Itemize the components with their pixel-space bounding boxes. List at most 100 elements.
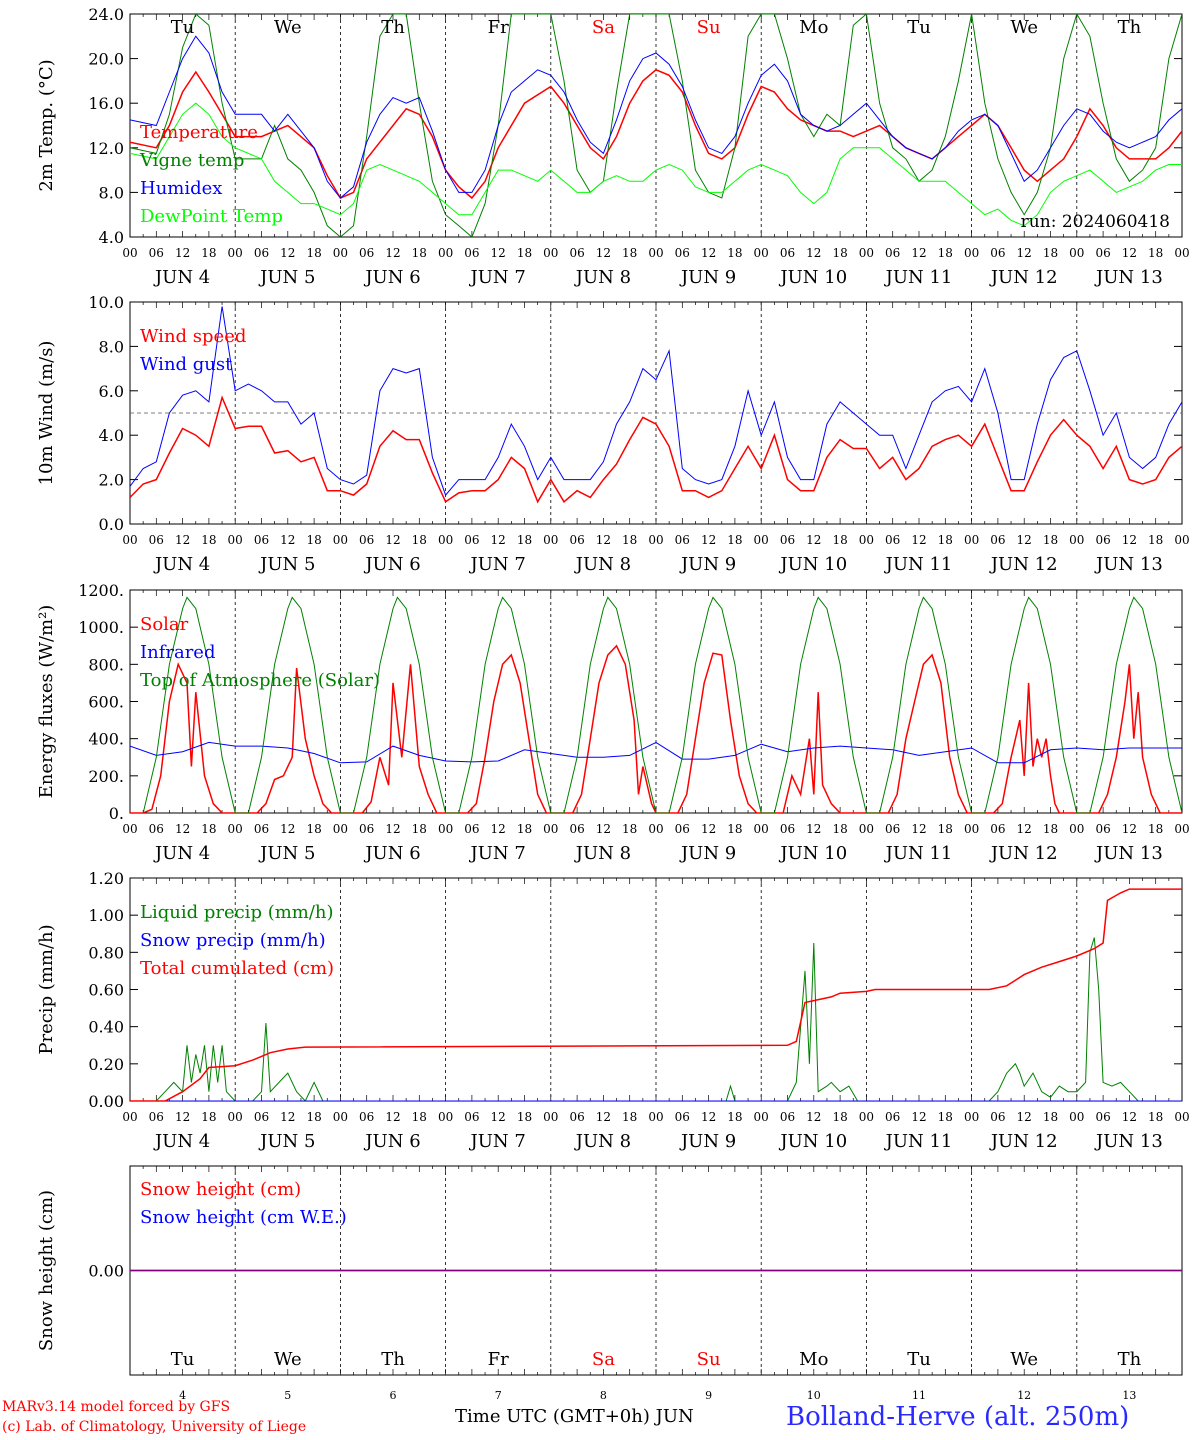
y-tick-label: 8.0 [99,183,124,202]
y-tick-label: 0.80 [88,943,124,962]
hour-label: 12 [280,246,295,260]
hour-label: 18 [832,822,847,836]
hour-label: 00 [122,1110,137,1124]
hour-label: 12 [701,822,716,836]
legend-entry: Wind speed [140,326,246,347]
hour-label: 18 [727,822,742,836]
hour-label: 06 [254,533,269,547]
hour-label: 00 [438,1110,453,1124]
hour-label: 00 [122,533,137,547]
hour-label: 06 [359,822,374,836]
hour-label: 12 [701,246,716,260]
date-label: JUN 11 [884,267,953,288]
hour-label: 18 [1043,822,1058,836]
hour-label: 18 [832,246,847,260]
hour-label: 12 [596,822,611,836]
hour-label: 00 [859,246,874,260]
legend-entry: Vigne temp [139,150,244,171]
hour-label: 18 [1043,533,1058,547]
hour-label: 00 [333,822,348,836]
hour-label: 18 [517,1110,532,1124]
legend-entry: Temperature [140,122,258,143]
hour-label: 18 [622,533,637,547]
weekday-label: Tu [907,17,931,38]
day-number-label: 13 [1122,1389,1136,1402]
hour-label: 06 [254,822,269,836]
hour-label: 06 [149,246,164,260]
hour-label: 00 [543,822,558,836]
y-tick-label: 600. [88,693,124,712]
date-label: JUN 8 [574,267,631,288]
hour-label: 18 [517,533,532,547]
date-label: JUN 12 [989,843,1058,864]
y-tick-label: 0.00 [88,1092,124,1111]
weekday-label: We [1010,1349,1038,1370]
series-line-wind-speed [130,395,1182,504]
hour-label: 00 [1174,533,1189,547]
hour-label: 12 [1122,533,1137,547]
date-label: JUN 12 [989,267,1058,288]
weekday-label: Th [1118,1349,1142,1370]
weekday-label: Sa [592,17,615,38]
date-label: JUN 10 [778,843,847,864]
date-label: JUN 7 [469,554,526,575]
date-label: JUN 4 [153,267,210,288]
weekday-label: Th [381,1349,405,1370]
hour-label: 12 [806,533,821,547]
hour-label: 06 [675,533,690,547]
date-label: JUN 4 [153,843,210,864]
hour-label: 00 [1069,533,1084,547]
legend-entry: Top of Atmosphere (Solar) [140,670,380,691]
series-line-total-cumulated-cm- [130,888,1182,1101]
hour-label: 12 [1122,1110,1137,1124]
hour-label: 00 [1174,1110,1189,1124]
hour-label: 18 [727,1110,742,1124]
time-axis-month: JUN [655,1406,694,1427]
hour-label: 06 [464,533,479,547]
date-label: JUN 4 [153,554,210,575]
date-label: JUN 9 [679,1131,736,1152]
hour-label: 18 [938,1110,953,1124]
hour-label: 18 [201,533,216,547]
chart-panel-4: 0.00 0.20 0.40 0.60 0.80 1.00 1.20 Precip (mm/h… [36,869,1190,1152]
hour-label: 18 [832,1110,847,1124]
hour-label: 00 [333,1110,348,1124]
day-number-label: 12 [1017,1389,1031,1402]
legend-entry: DewPoint Temp [140,206,283,227]
weekday-label: We [274,1349,302,1370]
date-label: JUN 10 [778,267,847,288]
hour-label: 18 [306,822,321,836]
y-axis-label: Snow height (cm) [36,1190,57,1351]
legend-entry: Snow precip (mm/h) [140,930,326,951]
date-label: JUN 7 [469,843,526,864]
weekday-label: Mo [799,1349,828,1370]
hour-label: 18 [832,533,847,547]
y-tick-label: 1.00 [88,906,124,925]
hour-label: 12 [280,533,295,547]
hour-label: 18 [412,246,427,260]
hour-label: 06 [780,1110,795,1124]
hour-label: 00 [754,246,769,260]
day-number-label: 9 [705,1389,712,1402]
hour-label: 18 [727,246,742,260]
hour-label: 06 [990,822,1005,836]
hour-label: 00 [228,1110,243,1124]
series-line-vigne-temp [130,14,1182,237]
weekday-label: Su [697,1349,721,1370]
date-label: JUN 5 [258,554,315,575]
y-tick-label: 0.0 [99,515,124,534]
y-tick-label: 10.0 [88,293,124,312]
day-number-label: 8 [600,1389,607,1402]
hour-label: 06 [149,822,164,836]
hour-label: 06 [885,1110,900,1124]
hour-label: 00 [964,533,979,547]
hour-label: 18 [622,1110,637,1124]
hour-label: 12 [385,1110,400,1124]
date-label: JUN 7 [469,267,526,288]
y-tick-label: 4.0 [99,228,124,247]
hour-label: 18 [1043,1110,1058,1124]
y-tick-label: 2.0 [99,471,124,490]
hour-label: 00 [543,1110,558,1124]
hour-label: 12 [491,246,506,260]
